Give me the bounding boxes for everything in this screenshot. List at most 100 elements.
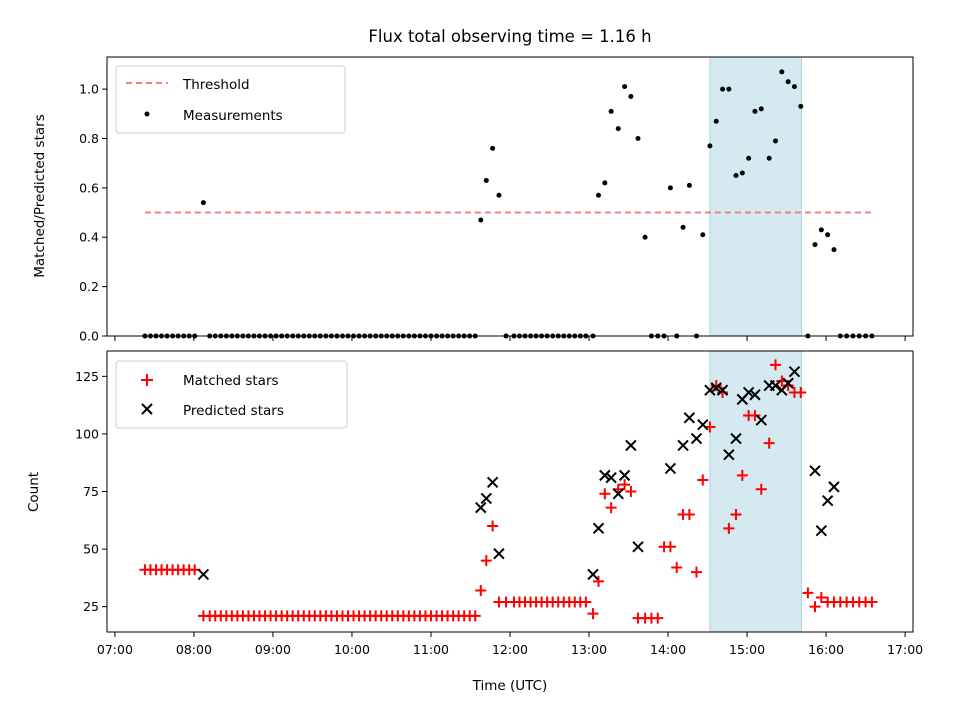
predicted-star-point [769,379,782,392]
measurement-point [635,135,641,141]
top-legend-box [115,65,346,134]
predicted-star-point [749,389,761,401]
bottom-shaded-region [709,350,803,633]
bottom-legend-box [115,360,348,429]
bottom-x-tick-label: 16:00 [808,642,844,657]
measurement-point [766,155,772,161]
predicted-star-point [755,414,767,426]
top-y-tick-label: 0.2 [79,279,99,294]
matched-star-point [605,502,617,514]
top-y-tick-label: 0.6 [79,180,99,195]
predicted-star-point [690,432,703,445]
measurement-point [602,180,608,186]
bottom-panel: 25 50 75 100 125 07:00 08:00 09:00 10:00 11:00 12… [26,350,923,694]
matched-star-point [736,469,748,481]
top-x-ticks [114,336,906,341]
matched-star-point [580,596,592,608]
measurement-point [713,118,719,124]
predicted-star-point [710,382,722,394]
bottom-x-tick-label: 13:00 [571,642,607,657]
predicted-star-point [605,471,617,484]
bottom-y-axis-label: Count [26,472,42,512]
predicted-star-point [809,465,821,477]
matched-star-point [802,587,814,599]
measurement-point [622,84,628,90]
measurement-point [686,182,692,188]
predicted-star-point [683,412,696,424]
predicted-star-point [480,492,493,505]
bottom-y-tick-label: 50 [83,542,99,557]
matched-star-point [795,386,807,398]
measurement-point [496,192,502,198]
bottom-data-layer [139,359,878,624]
bottom-x-tick-label: 07:00 [97,642,133,657]
top-panel: 0.0 0.2 0.4 0.6 0.8 1.0 Matched/Predicted sta… [32,56,914,344]
matched-star-point [619,479,631,491]
measurement-point [483,177,489,183]
predicted-star-point [788,366,801,378]
measurement-point [707,143,713,149]
top-y-tick-label: 0.8 [79,131,99,146]
measurement-point [739,170,745,176]
bottom-x-tick-label: 14:00 [650,642,686,657]
measurement-point [812,242,818,248]
matched-star-point [697,474,709,486]
matched-star-point [480,555,492,567]
predicted-star-point [618,469,631,482]
matched-star-point [723,522,735,534]
measurement-point [779,69,785,75]
bottom-y-tick-label: 100 [75,426,99,441]
matched-star-point [625,486,637,497]
matched-star-point [763,437,775,449]
measurement-point [608,108,614,114]
measurement-point [615,126,621,132]
top-legend: Threshold Measurements [115,65,346,134]
legend-threshold-label: Threshold [182,77,250,93]
measurement-point [667,185,673,191]
legend-matched-swatch [141,374,153,386]
top-y-tick-label: 1.0 [79,82,99,97]
x-axis-label: Time (UTC) [472,678,548,694]
measurement-point [825,232,831,238]
predicted-star-point [475,501,487,514]
measurement-point [752,108,758,114]
matched-star-point [587,608,599,620]
bottom-y-tick-label: 25 [83,599,99,614]
predicted-star-point [828,481,840,493]
measurement-point [746,155,752,161]
predicted-star-point [782,377,794,389]
measurement-point [758,106,764,112]
bottom-legend: Matched stars Predicted stars [115,360,348,429]
top-y-tick-label: 0.0 [79,329,99,344]
bottom-x-tick-label: 09:00 [255,642,291,657]
bottom-y-ticks: 25 50 75 100 125 [75,369,107,614]
bottom-x-tick-label: 17:00 [887,642,923,657]
predicted-star-point [742,386,755,399]
predicted-star-point [677,439,689,452]
matched-star-point [749,409,761,421]
chart-title: Flux total observing time = 1.16 h [368,27,651,46]
predicted-star-point [486,476,499,488]
bottom-axes-frame [106,350,914,633]
matched-star-point [690,566,702,578]
predicted-star-point [730,432,742,445]
matched-star-point [671,562,683,574]
matched-star-point [664,541,676,553]
matched-star-point [815,591,827,603]
bottom-x-tick-label: 10:00 [334,642,370,657]
bottom-x-tick-label: 12:00 [492,642,528,657]
predicted-star-point [723,448,735,461]
predicted-star-point [493,547,505,560]
matched-star-point [593,575,605,587]
matched-star-point [755,483,767,495]
predicted-star-point [815,524,828,537]
measurement-point [798,103,804,109]
predicted-star-point [716,384,729,396]
matched-star-point [866,596,878,608]
measurement-point [726,86,732,92]
measurement-point [642,234,648,240]
predicted-star-point [197,568,210,581]
legend-measurements-swatch [144,111,150,117]
measurement-point [596,192,602,198]
